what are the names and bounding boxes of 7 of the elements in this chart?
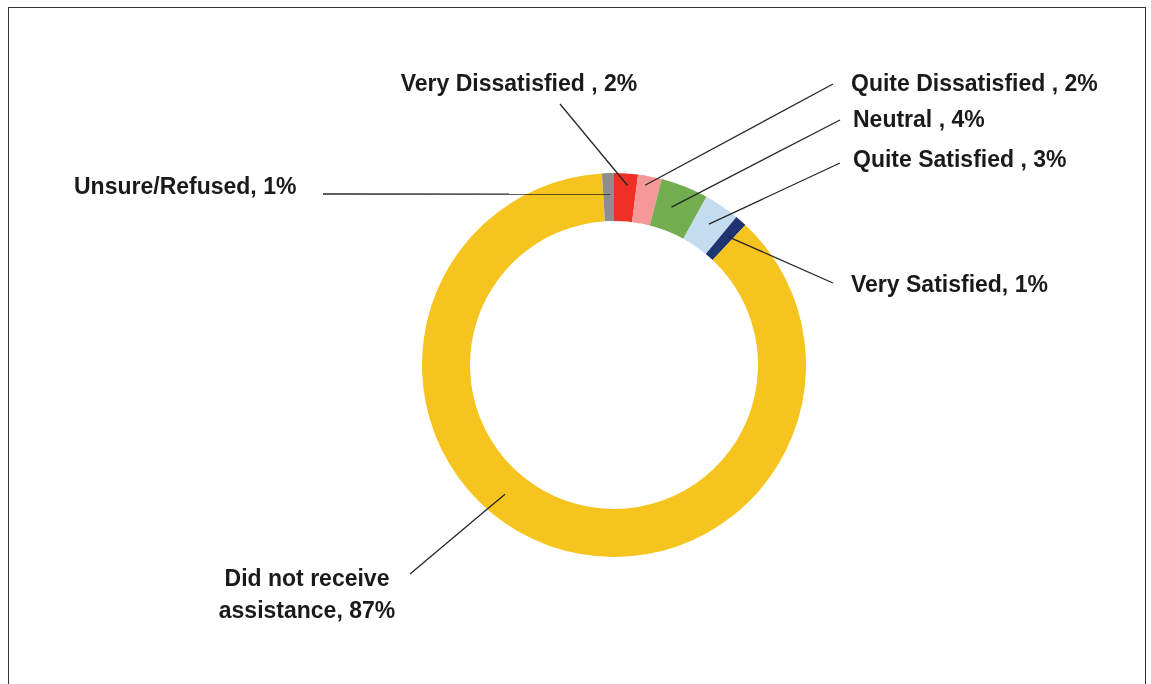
slice-label: Very Satisfied, 1% [851,270,1048,299]
slice-label: Neutral , 4% [853,105,985,134]
slice-label: Unsure/Refused, 1% [74,172,297,201]
slice-label: Quite Satisfied , 3% [853,145,1067,174]
slice-label: Quite Dissatisfied , 2% [851,69,1098,98]
slice-label: Did not receive assistance, 87% [217,564,397,625]
slice-label: Very Dissatisfied , 2% [400,69,638,98]
